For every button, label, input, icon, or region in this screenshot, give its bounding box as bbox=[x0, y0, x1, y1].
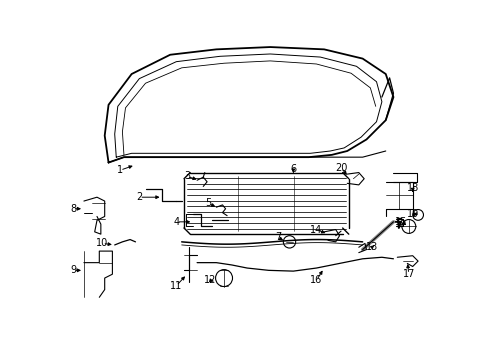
Text: 6: 6 bbox=[290, 164, 296, 174]
Text: 16: 16 bbox=[310, 275, 322, 285]
Text: 9: 9 bbox=[70, 265, 76, 275]
Text: 12: 12 bbox=[203, 275, 216, 285]
Text: 7: 7 bbox=[274, 232, 281, 242]
Text: 4: 4 bbox=[173, 217, 179, 227]
Text: 10: 10 bbox=[96, 238, 108, 248]
Text: 8: 8 bbox=[70, 204, 76, 214]
Text: 14: 14 bbox=[310, 225, 322, 235]
Text: 3: 3 bbox=[183, 171, 190, 181]
Text: 13: 13 bbox=[365, 242, 377, 252]
Text: 19: 19 bbox=[406, 209, 418, 219]
Text: 15: 15 bbox=[394, 217, 407, 227]
Text: 2: 2 bbox=[136, 192, 142, 202]
Text: 18: 18 bbox=[406, 183, 418, 193]
Text: 17: 17 bbox=[402, 269, 414, 279]
Text: 11: 11 bbox=[170, 281, 182, 291]
Text: 20: 20 bbox=[334, 163, 346, 173]
Text: 1: 1 bbox=[117, 165, 123, 175]
Text: 5: 5 bbox=[205, 198, 211, 208]
